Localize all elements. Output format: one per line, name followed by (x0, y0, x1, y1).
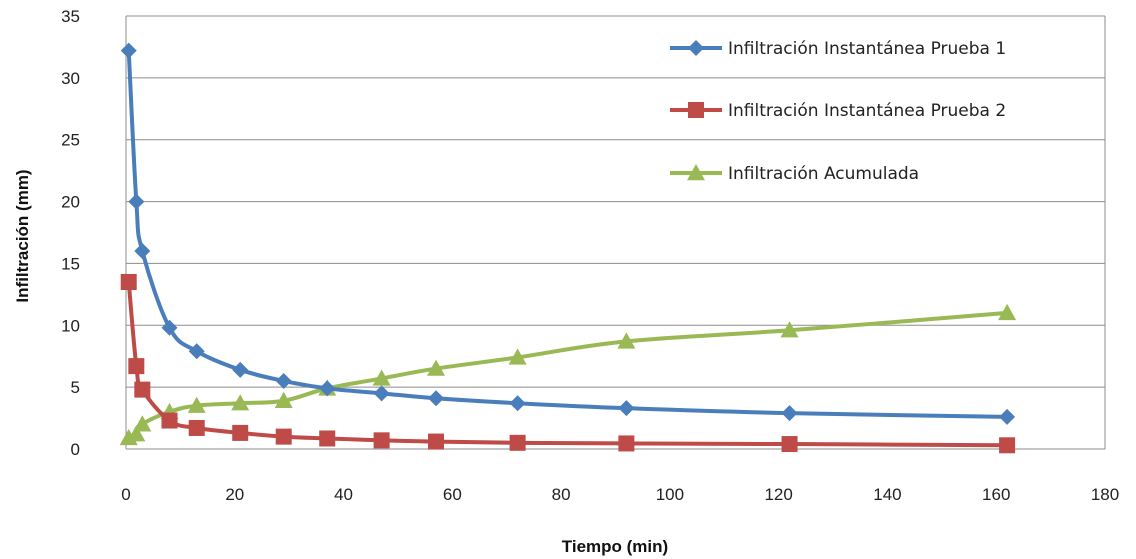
data-point (120, 42, 137, 59)
x-tick-label: 180 (1091, 485, 1119, 504)
data-point (187, 396, 206, 413)
data-point (275, 372, 292, 389)
y-tick-label: 5 (71, 378, 80, 397)
x-tick-label: 20 (225, 485, 244, 504)
data-point (509, 395, 526, 412)
legend-item: Infiltración Instantánea Prueba 1 (670, 39, 1006, 59)
data-point (134, 381, 151, 398)
x-axis-ticks: 0 20 40 60 80 100 120 140 160 180 (121, 485, 1119, 504)
data-point (427, 359, 446, 376)
data-point (781, 436, 798, 453)
x-tick-label: 160 (982, 485, 1010, 504)
data-point (120, 273, 137, 290)
legend: Infiltración Instantánea Prueba 1 Infiltr… (670, 39, 1006, 184)
data-point (781, 405, 798, 422)
data-point (618, 400, 635, 417)
data-point (998, 303, 1017, 321)
data-point (161, 319, 178, 336)
y-tick-label: 15 (61, 254, 80, 273)
legend-marker (688, 102, 704, 118)
x-tick-label: 120 (764, 485, 792, 504)
y-tick-label: 0 (71, 440, 80, 459)
data-point (373, 385, 390, 402)
data-point (232, 361, 249, 378)
data-point (319, 430, 336, 447)
x-tick-label: 0 (121, 485, 130, 504)
data-point (618, 435, 635, 452)
x-axis-title: Tiempo (min) (562, 537, 668, 556)
x-tick-label: 60 (443, 485, 462, 504)
plot-area (125, 16, 1106, 449)
data-point (133, 415, 152, 432)
data-point (999, 437, 1016, 454)
y-tick-label: 30 (61, 69, 80, 88)
data-point (161, 412, 178, 429)
legend-marker (688, 40, 704, 56)
data-point (188, 419, 205, 436)
series-line (127, 310, 1008, 440)
data-point (428, 433, 445, 450)
data-point (508, 348, 527, 365)
data-point (509, 434, 526, 451)
data-point (999, 408, 1016, 425)
data-point (428, 390, 445, 407)
series-line (126, 281, 1008, 448)
legend-item: Infiltración Acumulada (670, 164, 919, 184)
series-3 (119, 303, 1017, 446)
legend-label: Infiltración Instantánea Prueba 2 (728, 101, 1006, 121)
data-point (128, 358, 145, 375)
data-point (127, 425, 146, 442)
data-point (319, 380, 336, 397)
data-point (275, 428, 292, 445)
data-point (373, 432, 390, 449)
x-tick-label: 140 (873, 485, 901, 504)
y-axis-ticks: 0 5 10 15 20 25 30 35 (61, 7, 80, 459)
grid-lines (126, 15, 1105, 450)
legend-item: Infiltración Instantánea Prueba 2 (670, 101, 1006, 121)
series-layer (119, 42, 1017, 454)
legend-label: Infiltración Acumulada (728, 164, 919, 184)
legend-marker (687, 164, 705, 181)
data-point (188, 343, 205, 360)
data-point (231, 394, 250, 411)
y-tick-label: 35 (61, 7, 80, 26)
data-point (780, 321, 799, 338)
series-2 (120, 273, 1016, 454)
data-point (617, 332, 636, 349)
legend-label: Infiltración Instantánea Prueba 1 (728, 39, 1006, 59)
x-tick-label: 80 (552, 485, 571, 504)
y-tick-label: 20 (61, 193, 80, 212)
x-tick-label: 100 (656, 485, 684, 504)
y-tick-label: 25 (61, 131, 80, 150)
x-tick-label: 40 (334, 485, 353, 504)
y-axis-title: Infiltración (mm) (13, 169, 32, 302)
data-point (372, 369, 391, 386)
y-tick-label: 10 (61, 316, 80, 335)
data-point (128, 193, 145, 210)
series-1 (120, 42, 1016, 425)
data-point (232, 424, 249, 441)
data-point (274, 391, 293, 408)
data-point (134, 243, 151, 260)
